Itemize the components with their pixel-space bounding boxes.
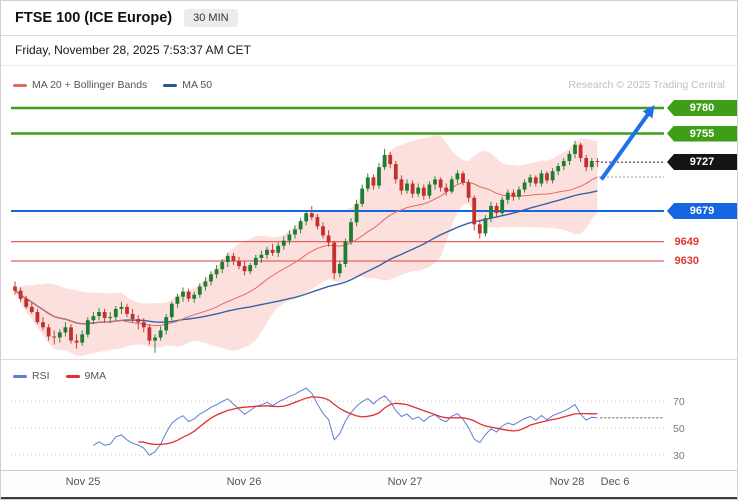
ma20-bollinger-swatch: [13, 83, 27, 87]
rsi-gridline-label-70: 70: [673, 396, 685, 408]
widget-header: FTSE 100 (ICE Europe) 30 MIN: [1, 1, 737, 36]
rsi-legend: RSI 9MA: [13, 370, 106, 382]
legend-item-ma50: MA 50: [163, 79, 212, 91]
legend-item-ma20-bollinger: MA 20 + Bollinger Bands: [13, 79, 147, 91]
timestamp-row: Friday, November 28, 2025 7:53:37 AM CET: [1, 35, 737, 66]
panel-divider: [1, 359, 737, 360]
x-axis-label-nov-28: Nov 28: [549, 476, 585, 488]
rsi-swatch: [13, 374, 27, 378]
x-axis-label-nov-26: Nov 26: [226, 476, 262, 488]
ma50-label: MA 50: [182, 79, 213, 91]
x-axis-label-nov-27: Nov 27: [387, 476, 423, 488]
legend-item-9ma: 9MA: [65, 370, 107, 382]
timeframe-badge: 30 MIN: [184, 9, 238, 27]
rsi-label: RSI: [32, 370, 50, 382]
nine-ma-swatch: [65, 374, 80, 378]
legend-item-rsi: RSI: [13, 370, 50, 382]
instrument-title: FTSE 100 (ICE Europe): [15, 10, 173, 26]
chart-timestamp: Friday, November 28, 2025 7:53:37 AM CET: [15, 43, 251, 57]
nine-ma-label: 9MA: [84, 370, 107, 382]
rsi-panel: 70 50 30 RSI 9MA: [1, 360, 737, 470]
rsi-chart-canvas: 70 50 30: [11, 387, 685, 462]
price-legend: MA 20 + Bollinger Bands MA 50: [13, 79, 212, 91]
bottom-border-bar: [1, 497, 737, 499]
time-axis: Nov 25 Nov 26 Nov 27 Nov 28 Dec 6: [1, 470, 737, 494]
rsi-gridline-label-50: 50: [673, 423, 685, 435]
ma20-bollinger-label: MA 20 + Bollinger Bands: [32, 79, 148, 91]
rsi-gridline-label-30: 30: [673, 450, 685, 462]
research-watermark: Research © 2025 Trading Central: [568, 79, 725, 91]
ma50-swatch: [163, 83, 178, 87]
price-chart-panel: MA 20 + Bollinger Bands MA 50 Research ©…: [1, 65, 737, 359]
price-chart-canvas: [11, 105, 664, 356]
x-axis-label-dec-6: Dec 6: [600, 476, 630, 488]
x-axis-label-nov-25: Nov 25: [65, 476, 101, 488]
